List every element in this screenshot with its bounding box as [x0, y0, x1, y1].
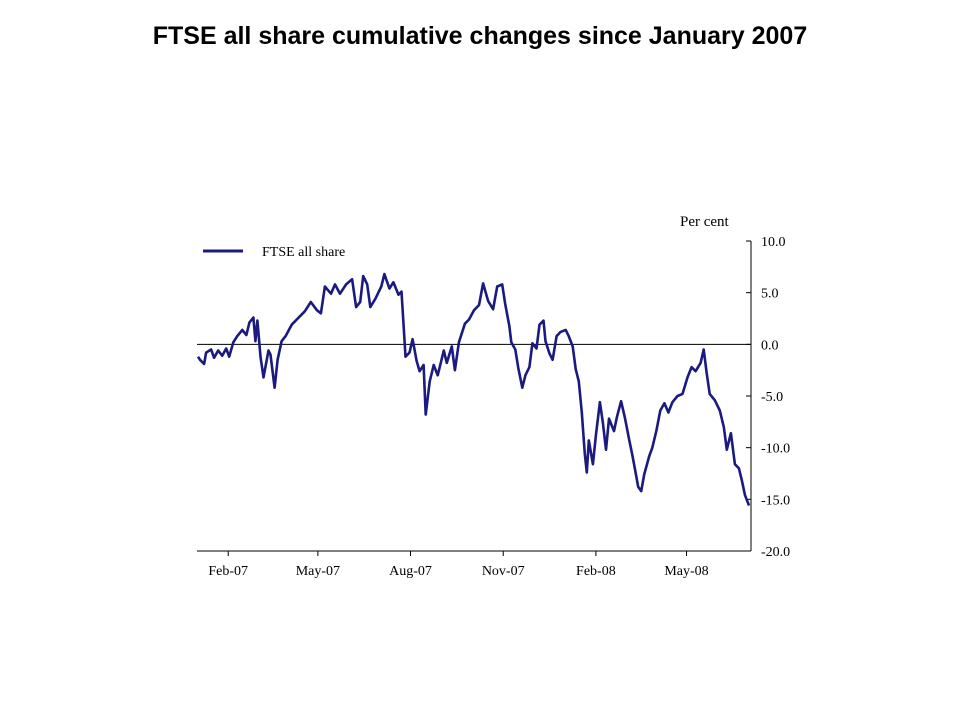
ticks: 10.0 5.0 0.0 -5.0 -10.0 -15.0 -20.0 Feb-07 May-0…	[208, 235, 790, 579]
y-tick-label: 10.0	[761, 235, 786, 250]
y-tick-label: -10.0	[761, 442, 790, 457]
y-tick-label: -5.0	[761, 390, 783, 405]
legend-label: FTSE all share	[262, 245, 345, 260]
x-tick-label: May-08	[664, 564, 708, 579]
y-tick-label: -20.0	[761, 545, 790, 560]
y-tick-label: 0.0	[761, 338, 779, 353]
y-tick-label: 5.0	[761, 287, 779, 302]
x-tick-label: Feb-07	[208, 564, 248, 579]
series-line	[196, 272, 751, 506]
y-tick-label: -15.0	[761, 493, 790, 508]
x-tick-label: Aug-07	[389, 564, 432, 579]
x-tick-label: Feb-08	[576, 564, 616, 579]
axes	[197, 241, 752, 552]
x-tick-label: May-07	[296, 564, 340, 579]
y-axis-unit-label: Per cent	[680, 214, 730, 230]
legend: FTSE all share	[203, 245, 345, 260]
chart-title: FTSE all share cumulative changes since …	[152, 22, 808, 50]
x-tick-label: Nov-07	[482, 564, 525, 579]
